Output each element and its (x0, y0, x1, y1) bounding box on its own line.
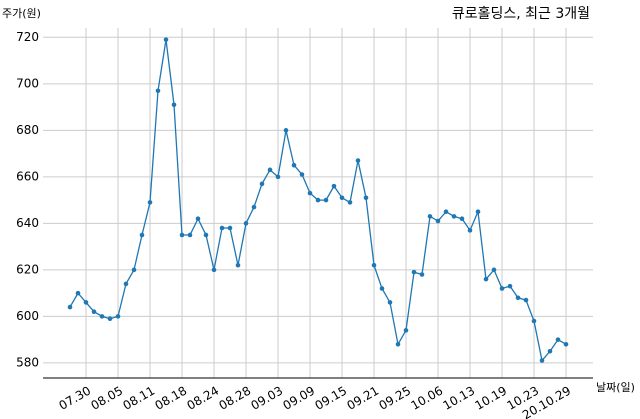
point (371, 262, 377, 268)
point (211, 267, 217, 273)
point (307, 190, 313, 196)
y-tick-label: 720 (16, 30, 39, 44)
point (91, 309, 97, 315)
y-tick-label: 660 (16, 169, 39, 183)
point (179, 232, 185, 238)
point (419, 272, 425, 277)
y-tick-label: 680 (16, 123, 39, 137)
x-tick-label: 08.18 (152, 384, 189, 413)
x-axis-label: 날짜(일) (596, 380, 635, 394)
x-tick-label: 08.24 (184, 384, 221, 413)
point (395, 341, 401, 347)
point (539, 358, 545, 363)
point (563, 341, 569, 347)
point (379, 286, 385, 291)
point (83, 300, 89, 305)
x-tick-label: 09.03 (248, 384, 285, 413)
point (315, 197, 321, 203)
point (523, 297, 529, 303)
point (515, 295, 521, 301)
point (227, 225, 233, 231)
point (499, 286, 505, 291)
x-tick-label: 08.28 (216, 384, 253, 413)
x-tick-label: 10.06 (408, 384, 445, 413)
point (243, 221, 249, 226)
point (75, 290, 81, 296)
point (427, 214, 433, 219)
point (459, 216, 465, 221)
point (163, 37, 169, 42)
point (219, 225, 225, 231)
x-tick-label: 07.30 (56, 384, 93, 413)
point (115, 314, 121, 319)
point (123, 281, 129, 287)
point (67, 304, 73, 310)
x-tick-label: 09.15 (312, 384, 349, 413)
point (483, 276, 489, 282)
point (323, 197, 329, 203)
point (403, 328, 409, 333)
point (107, 316, 113, 321)
point (251, 204, 257, 210)
point (435, 218, 441, 224)
point (235, 262, 241, 268)
x-tick-label: 09.09 (280, 384, 317, 413)
point (347, 200, 353, 205)
point (147, 200, 153, 205)
y-axis-label: 주가(원) (2, 7, 41, 20)
point (291, 162, 297, 168)
x-tick-label: 09.25 (376, 384, 413, 413)
point (339, 195, 345, 201)
point (331, 183, 337, 189)
x-tick-label: 09.21 (344, 384, 381, 413)
x-tick-label: 10.13 (440, 384, 477, 413)
point (531, 318, 537, 324)
point (451, 214, 457, 219)
point (507, 283, 513, 289)
y-tick-label: 580 (16, 355, 39, 369)
point (411, 269, 417, 275)
point (299, 172, 305, 177)
point (355, 158, 361, 163)
point (155, 88, 161, 94)
point (555, 337, 561, 342)
point (171, 102, 177, 108)
point (283, 128, 289, 133)
point (99, 314, 105, 319)
point (443, 209, 449, 215)
chart-title: 큐로홀딩스, 최근 3개월 (452, 6, 590, 22)
point (491, 267, 497, 273)
y-tick-label: 600 (16, 309, 39, 323)
y-tick-label: 640 (16, 216, 39, 230)
point (387, 300, 393, 305)
point (187, 232, 193, 238)
point (275, 174, 281, 180)
point (467, 228, 473, 233)
point (139, 232, 145, 238)
point (363, 195, 369, 201)
point (203, 232, 209, 238)
point (259, 181, 265, 187)
x-tick-label: 08.05 (88, 384, 125, 413)
x-tick-label: 08.11 (120, 384, 157, 413)
point (267, 167, 273, 173)
point (475, 209, 481, 215)
point (195, 216, 201, 221)
point (131, 267, 137, 273)
y-tick-label: 700 (16, 76, 39, 90)
y-tick-label: 620 (16, 262, 39, 276)
point (547, 348, 553, 354)
x-tick-label: 10.19 (472, 384, 509, 413)
